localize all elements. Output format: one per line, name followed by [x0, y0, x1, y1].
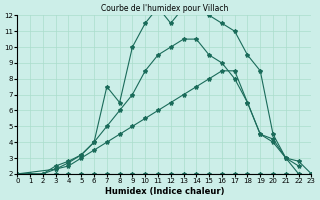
X-axis label: Humidex (Indice chaleur): Humidex (Indice chaleur) [105, 187, 224, 196]
Title: Courbe de l'humidex pour Villach: Courbe de l'humidex pour Villach [101, 4, 228, 13]
